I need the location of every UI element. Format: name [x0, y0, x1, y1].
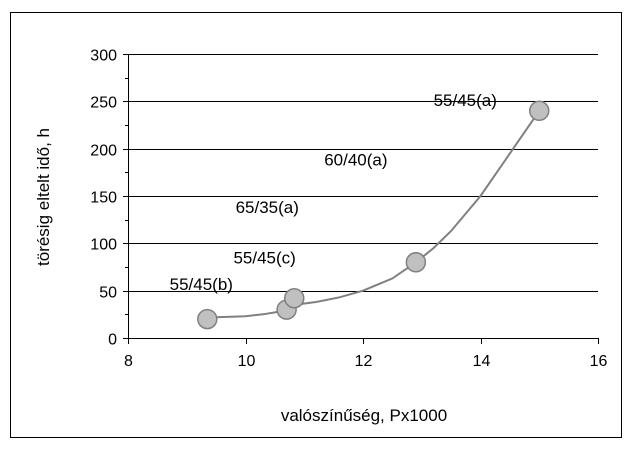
- point-annotations: 55/45(b)55/45(c) 65/35(a) 60/40(a) 55/45(a): [170, 91, 497, 294]
- series: [197, 100, 550, 330]
- x-tick-label-10: 10: [238, 353, 256, 370]
- annotation-65/35(a): 65/35(a): [236, 198, 299, 217]
- y-tick-label-100: 100: [90, 237, 117, 254]
- x-tick-label-16: 16: [590, 353, 608, 370]
- gridlines: [128, 54, 598, 292]
- x-tick-label-8: 8: [124, 353, 133, 370]
- x-tick-label-12: 12: [355, 353, 373, 370]
- data-point-60/40(a): [405, 252, 427, 273]
- annotation-55/45(b): 55/45(b): [170, 275, 233, 294]
- y-tick-label-250: 250: [90, 95, 117, 112]
- x-tick-labels: 8 10 12 14 16: [124, 353, 607, 370]
- x-tick-label-14: 14: [473, 353, 491, 370]
- annotation-55/45(a): 55/45(a): [434, 91, 497, 110]
- data-point-55/45(b): [197, 308, 218, 330]
- y-tick-label-300: 300: [90, 48, 117, 65]
- y-tick-label-150: 150: [90, 190, 117, 207]
- axes: [123, 54, 599, 344]
- chart-frame: [10, 12, 622, 438]
- x-axis-title: valószínűség, Px1000: [281, 406, 447, 425]
- y-tick-label-50: 50: [99, 285, 117, 302]
- y-tick-label-200: 200: [90, 143, 117, 160]
- annotation-60/40(a): 60/40(a): [324, 150, 387, 169]
- data-point-55/45(a): [529, 100, 550, 122]
- annotation-55/45(c): 55/45(c): [233, 249, 295, 268]
- trend-line: [207, 110, 541, 321]
- y-tick-label-0: 0: [108, 332, 117, 349]
- data-point-65/35(a): [284, 287, 305, 309]
- y-tick-labels: 0 50 100 150 200 250 300: [90, 48, 117, 349]
- y-axis-title: törésig eltelt idő, h: [34, 128, 53, 266]
